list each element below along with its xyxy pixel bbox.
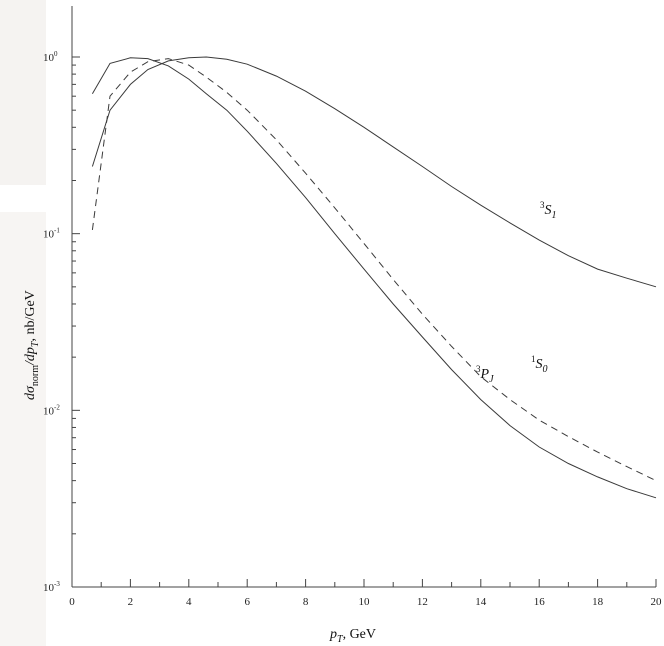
x-tick-label: 14 — [475, 596, 487, 608]
label-3PJ: 3PJ — [476, 364, 494, 385]
left-shade-top — [0, 0, 46, 185]
x-tick-label: 6 — [244, 596, 250, 608]
x-tick-label: 4 — [186, 596, 192, 608]
x-tick-label: 18 — [592, 596, 604, 608]
y-tick-label: 100 — [43, 50, 58, 64]
y-tick-label: 10-1 — [43, 227, 60, 241]
series-line-3PJ — [91, 57, 657, 499]
y-tick-label: 10-2 — [43, 403, 60, 417]
series-line-3S1 — [91, 56, 657, 288]
x-tick-label: 0 — [69, 596, 75, 608]
series-line-1S0 — [91, 58, 657, 482]
left-shade-bottom — [0, 212, 46, 646]
x-tick-label: 2 — [128, 596, 134, 608]
x-tick-label: 10 — [359, 596, 371, 608]
y-ticks: 100 10-1 10-2 10-3 — [43, 50, 80, 594]
label-1S0: 1S0 — [531, 354, 548, 375]
series-group — [91, 56, 657, 499]
label-3S1: 3S1 — [540, 200, 557, 221]
y-tick-label: 10-3 — [43, 580, 60, 594]
x-tick-label: 8 — [303, 596, 309, 608]
x-tick-label: 20 — [651, 596, 663, 608]
x-tick-label: 12 — [417, 596, 428, 608]
y-axis-label: dσnorm/dpT, nb/GeV — [23, 290, 41, 400]
x-ticks: 0 2 4 6 8 10 12 14 16 18 20 — [69, 579, 662, 608]
x-tick-label: 16 — [534, 596, 546, 608]
axes — [71, 6, 656, 588]
x-axis-label: pT, GeV — [329, 627, 376, 645]
